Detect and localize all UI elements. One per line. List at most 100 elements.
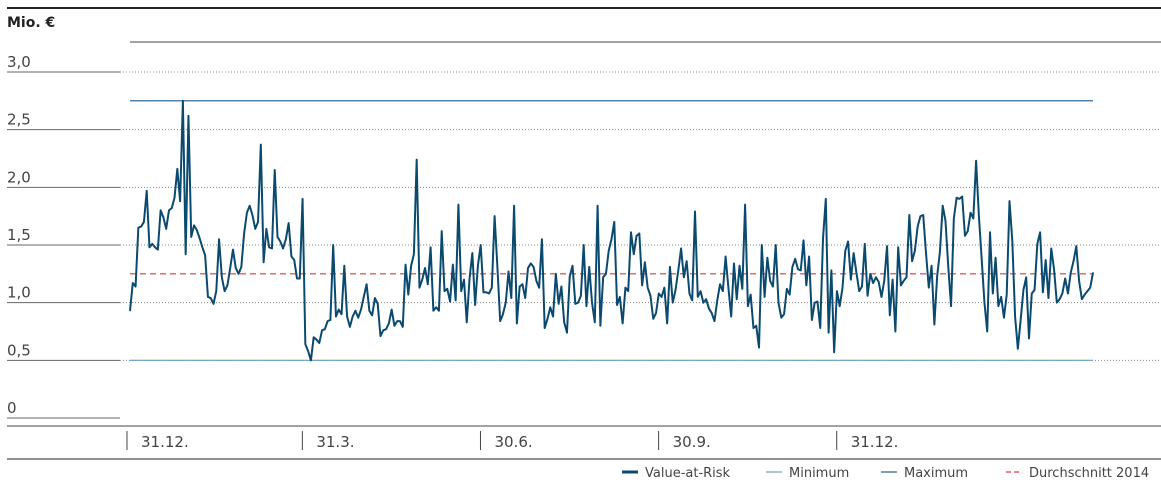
data-point bbox=[822, 237, 824, 239]
data-point bbox=[566, 332, 568, 334]
data-point bbox=[747, 305, 749, 307]
data-point bbox=[424, 267, 426, 269]
data-point bbox=[129, 310, 131, 312]
data-point bbox=[861, 285, 863, 288]
data-point bbox=[151, 243, 153, 245]
data-point bbox=[360, 308, 362, 311]
data-point bbox=[1014, 315, 1016, 318]
data-point bbox=[421, 279, 423, 281]
x-tick-label: 31.12. bbox=[851, 433, 899, 451]
data-point bbox=[249, 205, 251, 207]
data-point bbox=[290, 255, 293, 258]
data-point bbox=[204, 254, 206, 256]
data-point bbox=[532, 266, 535, 268]
data-point bbox=[327, 320, 329, 322]
data-point bbox=[524, 297, 526, 299]
data-point bbox=[315, 338, 318, 341]
data-point bbox=[1067, 292, 1069, 295]
data-point bbox=[343, 265, 345, 267]
data-point bbox=[574, 303, 576, 305]
data-point bbox=[416, 159, 418, 161]
data-point bbox=[933, 323, 935, 326]
data-point bbox=[224, 290, 226, 292]
data-point bbox=[304, 343, 306, 345]
data-point bbox=[541, 238, 543, 240]
data-point bbox=[1086, 290, 1089, 292]
data-point bbox=[148, 246, 151, 248]
data-point bbox=[711, 312, 713, 314]
data-point bbox=[276, 236, 279, 238]
data-point bbox=[775, 244, 777, 246]
data-point bbox=[883, 280, 885, 282]
data-point bbox=[816, 300, 819, 303]
data-point bbox=[686, 260, 688, 262]
series-line-value-at-risk bbox=[129, 99, 1094, 362]
data-point bbox=[599, 325, 601, 327]
data-point bbox=[488, 292, 490, 295]
data-point bbox=[215, 290, 217, 292]
data-point bbox=[391, 308, 393, 311]
data-point bbox=[699, 290, 702, 292]
data-point bbox=[880, 296, 883, 298]
data-point bbox=[725, 255, 727, 258]
data-point bbox=[335, 315, 337, 318]
data-point bbox=[655, 312, 657, 314]
data-point bbox=[279, 240, 281, 243]
data-point bbox=[404, 264, 407, 266]
data-point bbox=[702, 302, 704, 304]
data-point bbox=[894, 330, 896, 333]
y-tick-label: 3,0 bbox=[7, 53, 31, 71]
data-point bbox=[580, 295, 582, 297]
data-point bbox=[1061, 292, 1063, 295]
data-point bbox=[555, 273, 557, 275]
x-tick-label: 30.6. bbox=[494, 433, 532, 451]
data-point bbox=[162, 216, 164, 218]
data-point bbox=[137, 227, 139, 229]
data-point bbox=[265, 228, 267, 230]
legend: Value-at-Risk Minimum Maximum Durchschnitt … bbox=[622, 466, 1149, 481]
data-point bbox=[694, 210, 696, 213]
data-point bbox=[953, 217, 955, 220]
data-point bbox=[811, 319, 813, 321]
data-point bbox=[866, 295, 869, 297]
data-point bbox=[886, 245, 888, 247]
data-point bbox=[691, 299, 693, 301]
data-point bbox=[140, 225, 142, 228]
data-point bbox=[730, 315, 732, 318]
data-point bbox=[683, 276, 685, 278]
data-point bbox=[154, 246, 156, 248]
data-point bbox=[647, 287, 649, 289]
data-point bbox=[722, 290, 724, 292]
data-point bbox=[680, 247, 682, 250]
data-point bbox=[371, 314, 373, 316]
data-point bbox=[218, 238, 220, 240]
data-point bbox=[875, 276, 877, 278]
data-point bbox=[438, 310, 440, 312]
data-point bbox=[989, 231, 991, 233]
data-point bbox=[1089, 287, 1091, 289]
data-point bbox=[741, 288, 743, 290]
data-point bbox=[535, 280, 537, 282]
data-point bbox=[594, 321, 596, 323]
data-point bbox=[171, 207, 173, 209]
data-point bbox=[780, 317, 782, 319]
data-point bbox=[772, 285, 774, 288]
y-tick-label: 1,0 bbox=[7, 284, 31, 302]
data-point bbox=[805, 284, 807, 286]
data-point bbox=[301, 198, 304, 200]
data-point bbox=[830, 269, 832, 271]
data-point bbox=[352, 315, 354, 318]
data-point bbox=[669, 266, 671, 268]
data-point bbox=[507, 270, 510, 273]
data-point bbox=[338, 308, 340, 311]
data-point bbox=[791, 266, 794, 268]
data-point bbox=[905, 276, 908, 278]
data-point bbox=[165, 228, 167, 230]
data-point bbox=[797, 268, 799, 270]
data-point bbox=[674, 289, 677, 291]
data-point bbox=[201, 246, 203, 248]
data-point bbox=[494, 215, 496, 217]
data-point bbox=[374, 297, 376, 299]
legend-label: Value-at-Risk bbox=[645, 466, 731, 481]
